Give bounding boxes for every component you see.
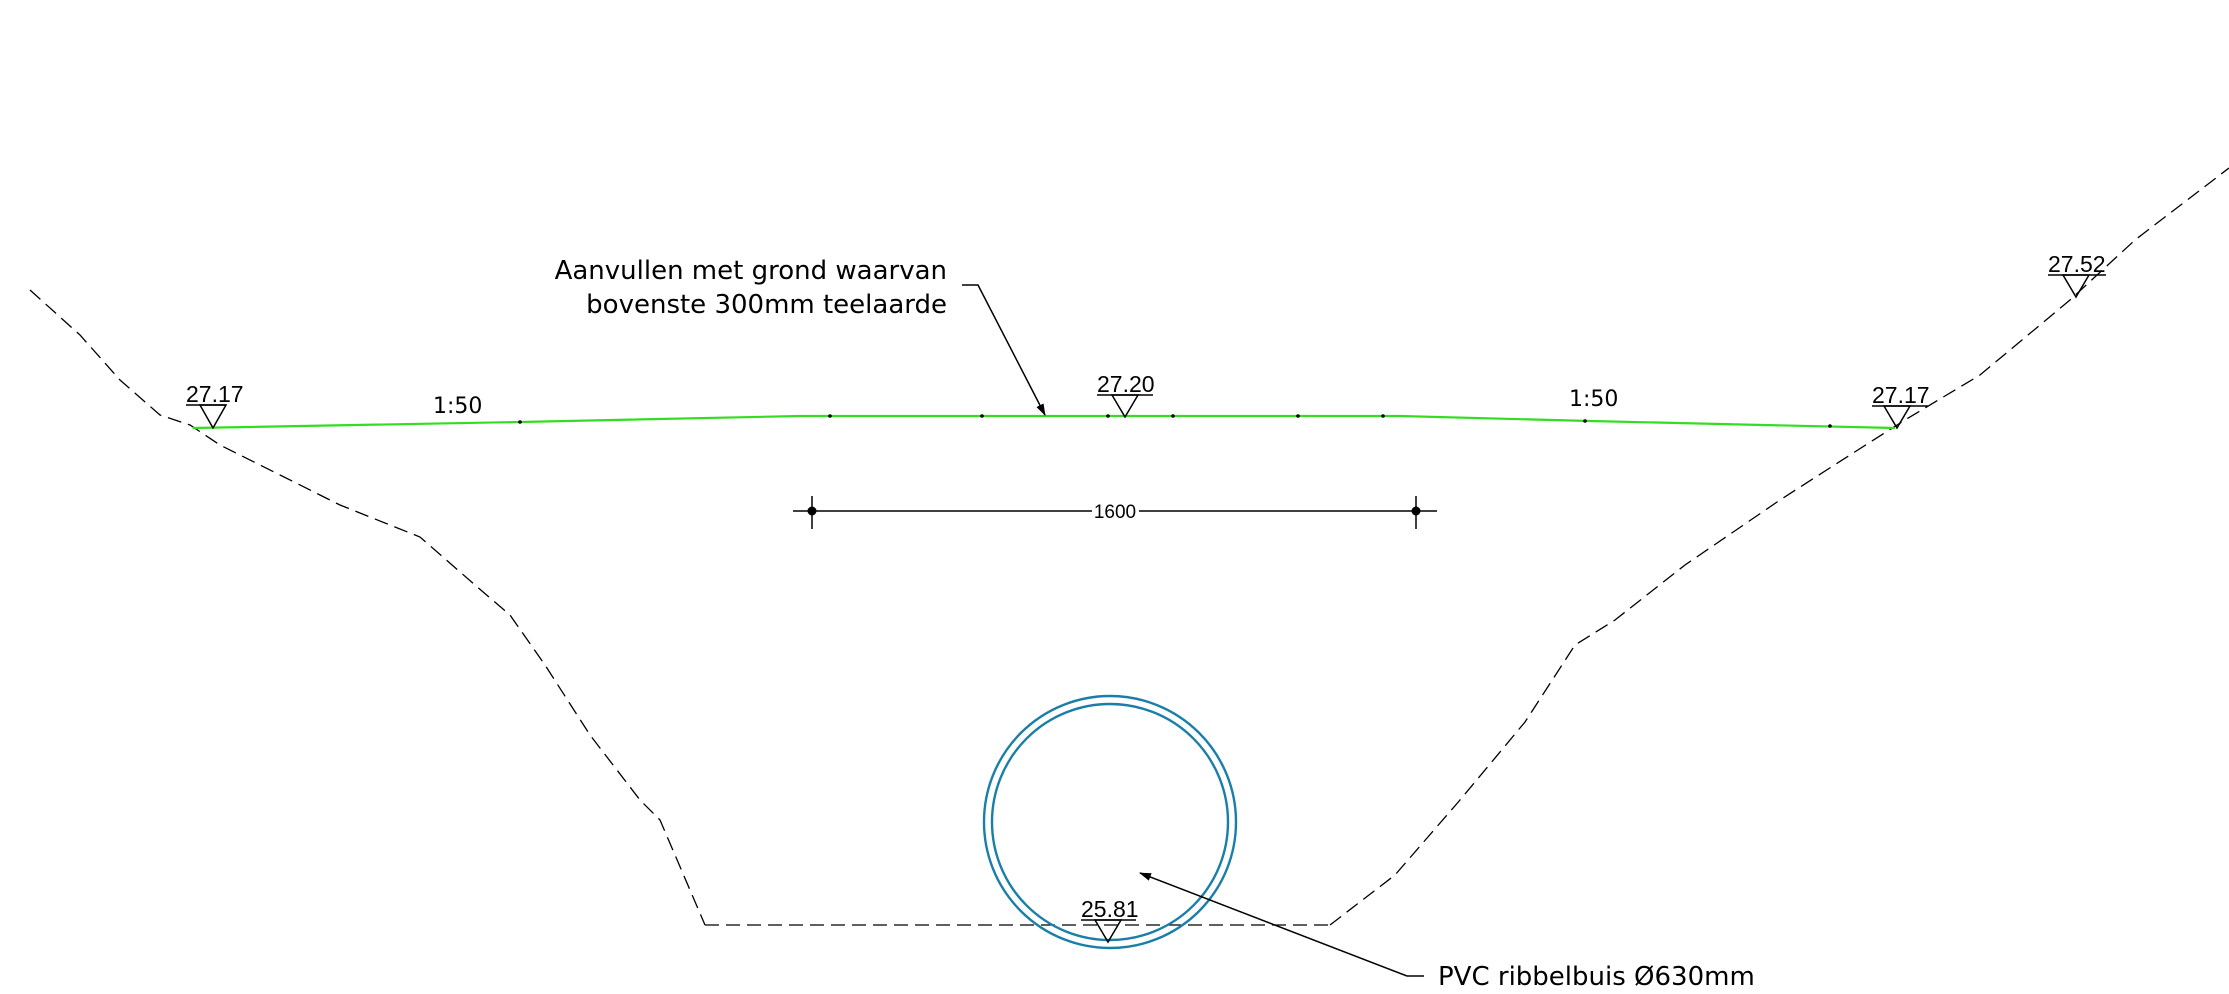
level-text-center: 27.20 — [1097, 371, 1155, 397]
level-text-left: 27.17 — [186, 381, 244, 407]
ground-line-left — [29, 289, 706, 926]
finished-surface-line — [192, 414, 1896, 430]
triangle-level-icon — [1882, 405, 1912, 430]
pipe-note: PVC ribbelbuis Ø630mm — [1139, 872, 1755, 992]
level-marker-right-top: 27.52 — [2048, 251, 2106, 299]
triangle-level-icon — [198, 404, 228, 430]
fill-note-line1: Aanvullen met grond waarvan — [555, 256, 947, 286]
fill-note: Aanvullen met grond waarvan bovenste 300… — [555, 256, 1046, 416]
slope-label-right: 1:50 — [1569, 387, 1618, 412]
leader-arrow-icon — [962, 284, 1046, 416]
pipe-outer-wall — [982, 694, 1238, 950]
level-marker-center: 27.20 — [1097, 371, 1155, 419]
level-text-right-top: 27.52 — [2048, 251, 2106, 277]
pipe-note-text: PVC ribbelbuis Ø630mm — [1438, 962, 1755, 992]
dimension-trench-width: 1600 — [793, 496, 1437, 529]
triangle-level-icon — [1093, 919, 1123, 944]
level-text-right: 27.17 — [1872, 382, 1930, 408]
triangle-level-icon — [2061, 274, 2091, 299]
leader-arrow-icon — [1139, 872, 1424, 977]
fill-note-line2: bovenste 300mm teelaarde — [586, 290, 947, 320]
dimension-text: 1600 — [1094, 502, 1136, 523]
slope-label-left: 1:50 — [433, 394, 482, 419]
ground-line-right — [1329, 167, 2229, 926]
level-text-pipe-invert: 25.81 — [1081, 896, 1139, 922]
level-marker-left: 27.17 — [186, 381, 244, 430]
level-marker-right: 27.17 — [1872, 382, 1930, 430]
triangle-level-icon — [1110, 394, 1140, 419]
surface-vertex-dots — [518, 414, 1832, 428]
level-marker-pipe-invert: 25.81 — [1081, 896, 1139, 944]
